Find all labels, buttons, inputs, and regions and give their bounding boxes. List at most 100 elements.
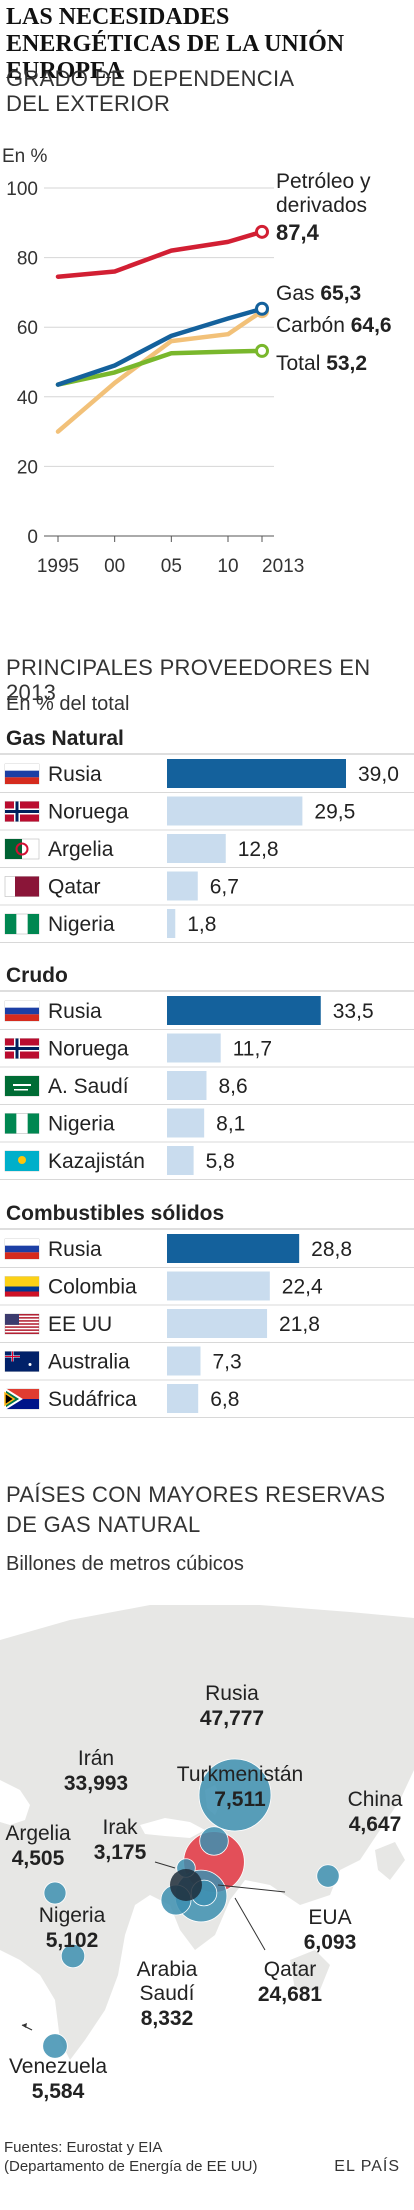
sources: Fuentes: Eurostat y EIA (Departamento de… [4,2138,257,2176]
category-label: EE UU [48,1313,112,1336]
category-label: Rusia [48,763,102,786]
value-label: 1,8 [187,913,216,936]
country-label: Turkmenistán [177,1763,303,1786]
line-chart-title-line: DEL EXTERIOR [6,91,171,116]
flag-band [5,1276,39,1287]
series-line [55,229,265,279]
southeast-asia-land [290,1950,330,1990]
x-tick-label: 05 [161,556,182,577]
series-label: Gas 65,3 [276,282,361,305]
flag-band [5,1314,39,1316]
russia-flag [4,1238,40,1260]
category-label: A. Saudí [48,1075,129,1098]
value-label: 21,8 [279,1313,320,1336]
series-line [55,306,265,387]
country-label: Nigeria [39,1904,106,1927]
flag-band [5,777,39,784]
value-label: 33,5 [333,1000,374,1023]
category-label: Australia [48,1351,130,1374]
flag-band [5,1007,39,1015]
x-tick-label: 00 [104,556,125,577]
country-label: Qatar [264,1958,317,1981]
bar-chart-subtitle: En % del total [6,693,130,715]
flag-band [15,842,29,856]
kazakhstan-flag [4,1150,40,1172]
country-label: EUA [308,1906,351,1929]
norway-flag [4,801,40,822]
group-heading: Gas Natural [6,727,124,750]
country-label: China [348,1788,403,1811]
bar [167,871,198,901]
flag-band [5,1326,39,1328]
flag-band [5,839,22,859]
y-tick-label: 40 [17,388,38,409]
saudi-flag [4,1075,40,1097]
flag-band [5,1113,17,1134]
flag-band [5,1252,39,1259]
flag-band [5,1314,19,1325]
reserve-value: 5,102 [46,1929,99,1952]
value-label: 12,8 [238,838,279,861]
group-heading: Combustibles sólidos [6,1202,224,1225]
gulf-cluster-mark [170,1869,202,1901]
bar [167,1271,270,1301]
bar [167,909,176,938]
flag-band [5,764,39,771]
flag-band [5,1389,39,1399]
flag-band [5,1239,39,1246]
reserve-value: 4,505 [12,1847,65,1870]
series-end-point [255,343,269,358]
category-label: Colombia [48,1276,137,1299]
bar [167,1071,207,1100]
category-label: Noruega [48,801,129,824]
nigeria-flag [4,1113,40,1134]
group-heading: Crudo [6,964,68,987]
category-label: Rusia [48,1238,102,1261]
flag-band [27,1113,39,1134]
y-tick-label: 80 [17,249,38,270]
series-label: Total 53,2 [276,352,367,375]
qatar-leader-line [234,1897,266,1951]
bar-chart: Gas Natural Rusia 39,0 Noruega 29,5 Argelia 12… [0,727,414,1418]
value-label: 39,0 [358,763,399,786]
sources-line: (Departamento de Energía de EE UU) [4,2158,258,2175]
value-label: 6,7 [210,876,239,899]
flag-band [5,1001,39,1008]
flag-band [14,1089,28,1091]
flag-band [27,914,39,934]
category-label: Nigeria [48,913,115,936]
atlantic-coast [0,1780,30,1825]
flag-band [5,1317,39,1319]
country-label: Rusia [205,1682,259,1705]
y-axis-label: En % [2,146,48,167]
bar [167,834,226,863]
southafrica-flag [4,1387,40,1411]
bar [167,796,303,826]
flag-band [5,1291,39,1297]
category-label: Sudáfrica [48,1388,137,1411]
reserve-bubble [42,2033,68,2059]
reserve-value: 4,647 [349,1813,402,1836]
flag-band [5,1332,39,1334]
value-label: 11,7 [233,1038,272,1061]
flag-band [5,1399,39,1409]
reserve-value: 5,584 [32,2080,85,2103]
usa-flag [4,1313,40,1335]
reserve-bubble [60,1943,86,1969]
flag-band [28,1363,32,1366]
category-label: Argelia [48,838,114,861]
flag-band [4,1391,16,1407]
norway-flag [4,1038,40,1059]
flag-band [5,770,39,778]
flag-band [5,1320,39,1322]
australia-flag [4,1351,40,1372]
eua-leader-line [217,1884,286,1893]
reserve-value: 6,093 [304,1931,357,1954]
value-label: 6,8 [210,1388,239,1411]
series-label: Petróleo y [276,170,371,193]
bar [167,1346,201,1376]
flag-band [13,1084,31,1086]
flag-band [5,1014,39,1021]
nigeria-flag [4,913,40,935]
bar [167,1146,194,1175]
